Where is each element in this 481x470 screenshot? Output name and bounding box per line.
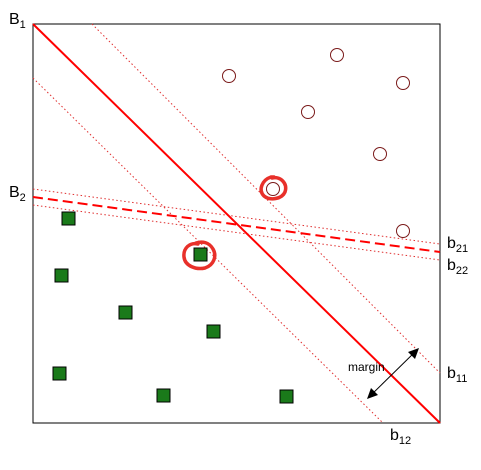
- margin-arrow-head-lower: [367, 388, 378, 399]
- b22-margin-line: [32, 204, 441, 261]
- margin-arrow: [367, 348, 419, 399]
- margin-label: margin: [348, 360, 385, 374]
- label-b21: b21: [447, 235, 468, 255]
- square-support-vector-highlight: [182, 240, 217, 271]
- b2-decision-boundary: [32, 196, 441, 253]
- circle-point: [396, 76, 410, 90]
- circle-point: [330, 48, 344, 62]
- square-point: [206, 324, 221, 339]
- square-point: [61, 211, 76, 226]
- square-class-points: [52, 211, 294, 404]
- circle-point: [373, 147, 387, 161]
- label-b11: b11: [447, 365, 467, 385]
- b1-decision-boundary: [32, 23, 441, 424]
- square-point: [193, 247, 208, 262]
- label-B2: B2: [9, 184, 26, 204]
- square-point: [118, 305, 133, 320]
- circle-class-points: [222, 48, 410, 238]
- circle-point: [396, 224, 410, 238]
- square-point: [54, 268, 69, 283]
- label-b22: b22: [447, 257, 468, 277]
- square-point: [279, 389, 294, 404]
- b12-margin-line: [32, 77, 384, 424]
- square-point: [52, 366, 67, 381]
- plot-frame: [32, 23, 441, 424]
- label-B1: B1: [9, 11, 26, 31]
- circle-support-vector-highlight: [259, 175, 288, 201]
- margin-arrow-head-upper: [408, 348, 419, 359]
- circle-point: [301, 105, 315, 119]
- square-point: [156, 388, 171, 403]
- label-b12: b12: [390, 427, 411, 447]
- b21-margin-line: [32, 188, 441, 245]
- circle-point: [266, 182, 280, 196]
- circle-point: [222, 69, 236, 83]
